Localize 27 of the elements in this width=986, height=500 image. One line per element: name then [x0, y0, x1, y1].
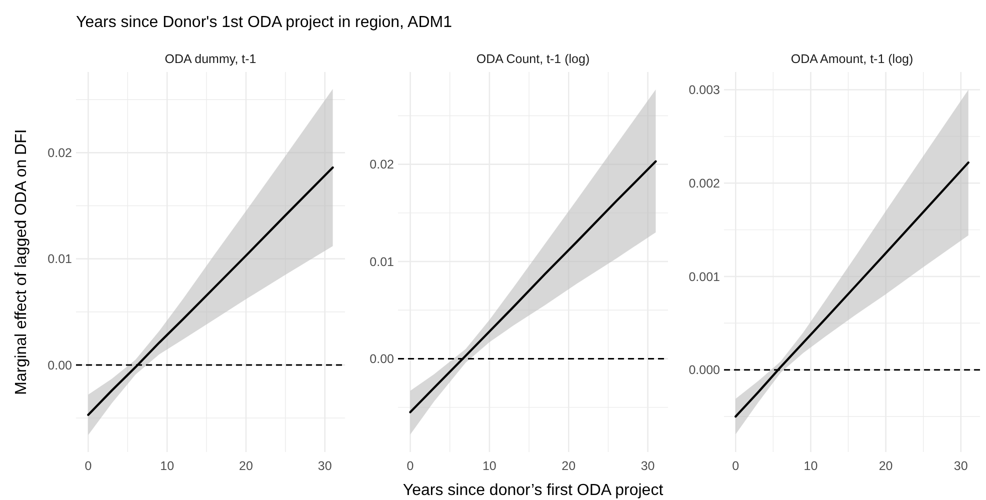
chart-title: ODA Amount, t-1 (log): [790, 52, 914, 66]
x-tick-label: 10: [482, 459, 496, 473]
chart-subtitle: ODA dummy, t-1: [164, 52, 256, 66]
y-tick-label: 0.00: [370, 352, 394, 366]
x-tick-label: 0: [732, 459, 740, 473]
chart-title: ODA Count, t-1 (log): [476, 52, 590, 66]
y-tick-label: 0.01: [48, 252, 72, 266]
y-tick-label: 0.002: [688, 176, 720, 190]
x-tick-label: 30: [318, 459, 332, 473]
x-tick-label: 0: [84, 459, 92, 473]
x-tick-label: 20: [239, 459, 253, 473]
x-tick-label: 30: [640, 459, 655, 473]
y-axis-title: Marginal effect of lagged ODA on DFI: [13, 129, 30, 395]
y-tick-label: 0.01: [370, 254, 394, 269]
y-tick-label: 0.001: [688, 270, 720, 284]
chart-title: Years since Donor's 1st ODA project in region, ADM1: [76, 14, 452, 31]
x-tick-label: 20: [562, 459, 576, 473]
y-tick-label: 0.02: [48, 146, 72, 160]
y-tick-label: 0.000: [688, 363, 720, 378]
y-tick-label: 0.02: [370, 158, 394, 172]
x-axis-title: Years since donor’s first ODA project: [402, 482, 664, 499]
x-tick-label: 20: [878, 459, 893, 473]
x-tick-label: 10: [804, 459, 818, 473]
x-tick-label: 0: [406, 459, 414, 473]
x-tick-label: 30: [954, 459, 968, 473]
x-tick-label: 10: [160, 459, 174, 473]
y-tick-label: 0.003: [688, 83, 720, 98]
